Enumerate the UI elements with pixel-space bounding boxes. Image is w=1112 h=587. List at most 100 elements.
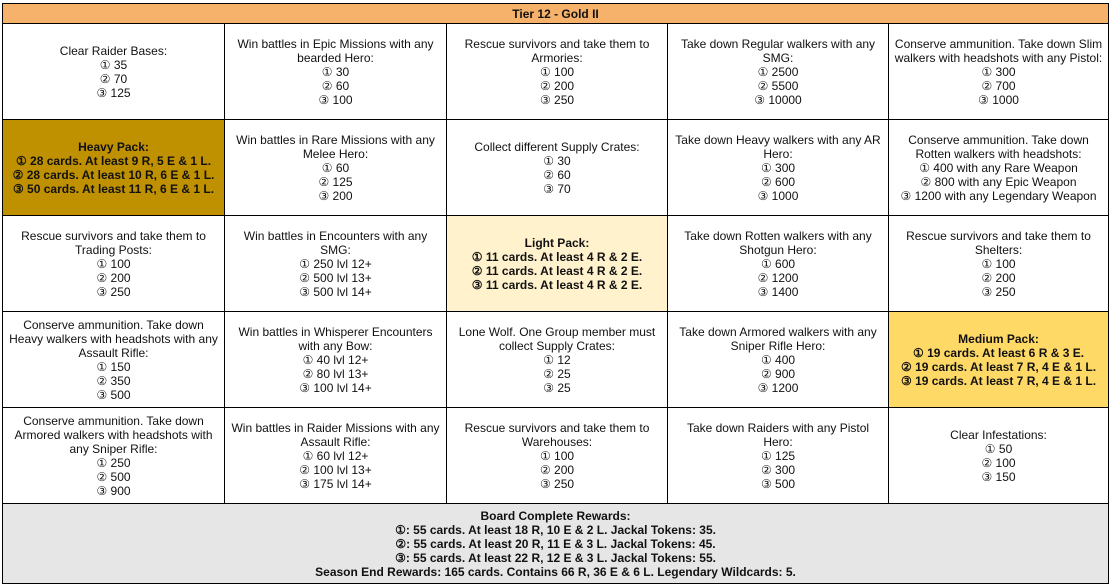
tier-title: Tier 12 - Gold II (1, 3, 1110, 24)
reward-tier-2: ② 200 (539, 78, 575, 93)
reward-tier-1: ① 300 (981, 64, 1016, 79)
reward-tier-1: ① 250 (96, 455, 131, 470)
reward-tier-3: ③ 200 (318, 188, 353, 203)
challenge-cell: Rescue survivors and take them to Tradin… (2, 215, 225, 312)
reward-tier-2: ② 28 cards. At least 10 R, 6 E & 1 L. (12, 167, 215, 182)
reward-tier-3: ③ 1000 (978, 92, 1019, 107)
reward-tier-2: ② 200 (981, 270, 1016, 285)
challenge-description: Win battles in Raider Missions with any … (231, 420, 440, 449)
reward-tier-3: ③ 500 (760, 476, 796, 491)
challenge-cell: Take down Rotten walkers with any Shotgu… (667, 215, 889, 312)
challenge-cell: Win battles in Encounters with any SMG: ①… (224, 215, 447, 312)
challenge-description: Conserve ammunition. Take down Rotten wa… (908, 132, 1089, 161)
reward-tier-1: ① 400 (760, 352, 796, 367)
reward-tier-2: ② 900 (760, 366, 796, 381)
footer-heading: Board Complete Rewards: (480, 508, 631, 523)
reward-tier-2: ② 125 (318, 174, 353, 189)
challenge-cell: Lone Wolf. One Group member must collect… (446, 311, 668, 408)
reward-tier-2: ② 60 (321, 78, 350, 93)
reward-tier-3: ③ 250 (539, 92, 575, 107)
reward-tier-2: ② 1200 (757, 270, 799, 285)
reward-tier-1: ① 12 (543, 352, 571, 367)
grid-row: Clear Raider Bases: ① 35 ② 70 ③ 125 Win batt… (2, 23, 1110, 120)
reward-tier-2: ② 500 (96, 469, 131, 484)
reward-tier-3: ③ 900 (96, 483, 131, 498)
reward-tier-1: ① 28 cards. At least 9 R, 5 E & 1 L. (15, 153, 212, 168)
challenge-description: Win battles in Rare Missions with any Me… (236, 132, 435, 161)
reward-board-table: Tier 12 - Gold II Clear Raider Bases: ① 3… (1, 3, 1110, 584)
reward-tier-1: ① 100 (981, 256, 1016, 271)
reward-tier-3: ③ 50 cards. At least 11 R, 6 E & 1 L. (12, 181, 215, 196)
challenge-description: Rescue survivors and take them to Tradin… (21, 228, 206, 257)
reward-tier-2: ② 5500 (757, 78, 799, 93)
reward-tier-2: ② 100 lvl 13+ (299, 462, 372, 477)
reward-tier-3: ③ 250 (539, 476, 575, 491)
season-end-rewards: Season End Rewards: 165 cards. Contains … (315, 564, 796, 579)
challenge-description: Take down Raiders with any Pistol Hero: (686, 420, 870, 449)
reward-tier-2: ② 25 (543, 366, 571, 381)
reward-tier-3: ③ 500 (96, 387, 131, 402)
challenge-description: Rescue survivors and take them to Wareho… (464, 420, 650, 449)
challenge-cell: Clear Infestations: ① 50 ② 100 ③ 150 (887, 407, 1110, 504)
challenge-description: Take down Regular walkers with any SMG: (680, 36, 876, 65)
challenge-cell: Conserve ammunition. Take down Heavy wal… (2, 311, 225, 408)
reward-tier-1: ① 150 (96, 359, 131, 374)
reward-tier-1: ① 100 (96, 256, 131, 271)
challenge-cell: Conserve ammunition. Take down Armored w… (2, 407, 225, 504)
heavy-pack-cell: Heavy Pack: ① 28 cards. At least 9 R, 5 E… (2, 119, 225, 216)
challenge-description: Take down Rotten walkers with any Shotgu… (684, 228, 872, 257)
reward-tier-2: ② 70 (99, 71, 128, 86)
challenge-description: Rescue survivors and take them to Shelte… (906, 228, 1091, 257)
challenge-cell: Take down Heavy walkers with any AR Hero… (667, 119, 889, 216)
reward-tier-1: ① 60 (321, 160, 350, 175)
reward-tier-1: ① 50 (984, 441, 1013, 456)
pack-title: Light Pack: (524, 235, 590, 250)
reward-tier-3: ③ 1200 with any Legendary Weapon (900, 188, 1097, 203)
reward-tier-3: ③ 150 (981, 469, 1016, 484)
footer-reward-3: ③: 55 cards. At least 22 R, 12 E & 3 L. … (395, 550, 716, 565)
reward-tier-3: ③ 1200 (757, 380, 799, 395)
challenge-cell: Take down Regular walkers with any SMG: ①… (667, 23, 889, 120)
reward-tier-1: ① 30 (321, 64, 350, 79)
reward-tier-1: ① 100 (539, 448, 575, 463)
challenge-description: Take down Heavy walkers with any AR Hero… (675, 132, 881, 161)
reward-tier-3: ③ 25 (543, 380, 571, 395)
reward-tier-3: ③ 70 (543, 181, 571, 196)
challenge-cell: Win battles in Rare Missions with any Me… (224, 119, 447, 216)
challenge-cell: Rescue survivors and take them to Armori… (446, 23, 668, 120)
reward-tier-3: ③ 250 (96, 284, 131, 299)
reward-tier-3: ③ 175 lvl 14+ (299, 476, 372, 491)
reward-tier-2: ② 80 lvl 13+ (302, 366, 369, 381)
reward-tier-3: ③ 100 (318, 92, 353, 107)
reward-tier-2: ② 800 with any Epic Weapon (920, 174, 1077, 189)
challenge-cell: Take down Armored walkers with any Snipe… (667, 311, 889, 408)
reward-tier-3: ③ 1000 (757, 188, 799, 203)
challenge-cell: Rescue survivors and take them to Shelte… (887, 215, 1110, 312)
challenge-description: Collect different Supply Crates: (474, 139, 640, 154)
reward-tier-1: ① 30 (543, 153, 571, 168)
reward-tier-1: ① 40 lvl 12+ (302, 352, 369, 367)
reward-tier-1: ① 300 (760, 160, 796, 175)
pack-title: Heavy Pack: (78, 139, 149, 154)
light-pack-cell: Light Pack: ① 11 cards. At least 4 R & 2 … (446, 215, 668, 312)
reward-tier-1: ① 400 with any Rare Weapon (919, 160, 1078, 175)
reward-tier-3: ③ 19 cards. At least 7 R, 4 E & 1 L. (900, 373, 1097, 388)
board-complete-rewards: Board Complete Rewards: ①: 55 cards. At … (1, 503, 1110, 584)
challenge-cell: Clear Raider Bases: ① 35 ② 70 ③ 125 (2, 23, 225, 120)
challenge-description: Clear Raider Bases: (59, 43, 168, 58)
challenge-description: Clear Infestations: (950, 427, 1047, 442)
reward-tier-2: ② 11 cards. At least 4 R & 2 E. (471, 263, 643, 278)
grid-row: Conserve ammunition. Take down Armored w… (2, 407, 1110, 504)
reward-tier-1: ① 125 (760, 448, 796, 463)
reward-tier-1: ① 35 (99, 57, 128, 72)
challenge-description: Conserve ammunition. Take down Heavy wal… (9, 317, 218, 360)
challenge-cell: Win battles in Whisperer Encounters with… (224, 311, 447, 408)
reward-tier-2: ② 60 (543, 167, 571, 182)
footer-reward-1: ①: 55 cards. At least 18 R, 10 E & 2 L. … (395, 522, 716, 537)
reward-tier-3: ③ 1400 (757, 284, 799, 299)
challenge-description: Lone Wolf. One Group member must collect… (458, 324, 656, 353)
reward-tier-1: ① 11 cards. At least 4 R & 2 E. (471, 249, 643, 264)
reward-tier-3: ③ 11 cards. At least 4 R & 2 E. (471, 277, 643, 292)
reward-tier-1: ① 250 lvl 12+ (299, 256, 372, 271)
challenge-description: Win battles in Encounters with any SMG: (243, 228, 428, 257)
